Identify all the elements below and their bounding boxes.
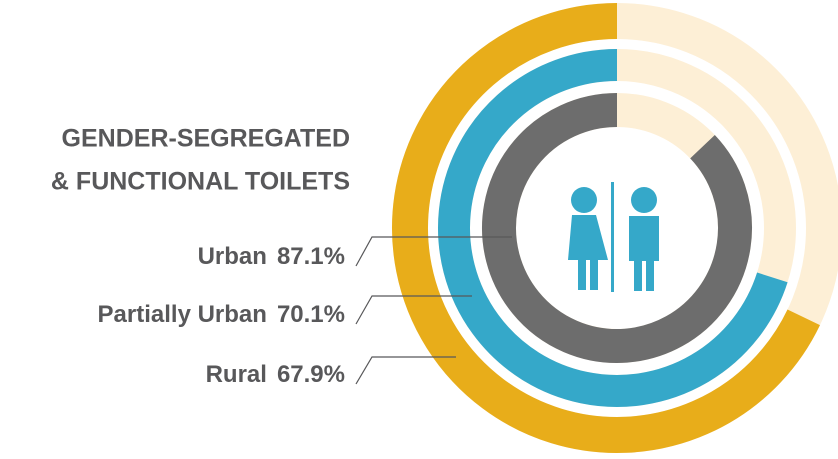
category-label: Urban 87.1% bbox=[198, 243, 345, 270]
category-name: Partially Urban bbox=[98, 301, 267, 328]
category-name: Rural bbox=[206, 361, 267, 388]
value-label: 67.9% bbox=[277, 361, 345, 388]
ring-bar bbox=[482, 93, 752, 363]
leader-line bbox=[355, 356, 456, 385]
leader-line bbox=[355, 236, 512, 267]
chart-title: & FUNCTIONAL TOILETS bbox=[51, 168, 350, 196]
value-label: 87.1% bbox=[277, 243, 345, 270]
category-label: Rural 67.9% bbox=[206, 361, 345, 388]
leader-line bbox=[355, 295, 472, 325]
chart-title: GENDER-SEGREGATED bbox=[62, 125, 350, 153]
rings bbox=[392, 3, 838, 453]
value-label: 70.1% bbox=[277, 301, 345, 328]
ring-bar bbox=[392, 3, 820, 453]
ring-bar bbox=[438, 49, 788, 407]
toilet-icon bbox=[568, 182, 659, 292]
category-name: Urban bbox=[198, 243, 267, 270]
category-label: Partially Urban 70.1% bbox=[98, 301, 345, 328]
labels: Urban 87.1% Partially Urban 70.1% Rural 67.9% bbox=[98, 236, 512, 388]
